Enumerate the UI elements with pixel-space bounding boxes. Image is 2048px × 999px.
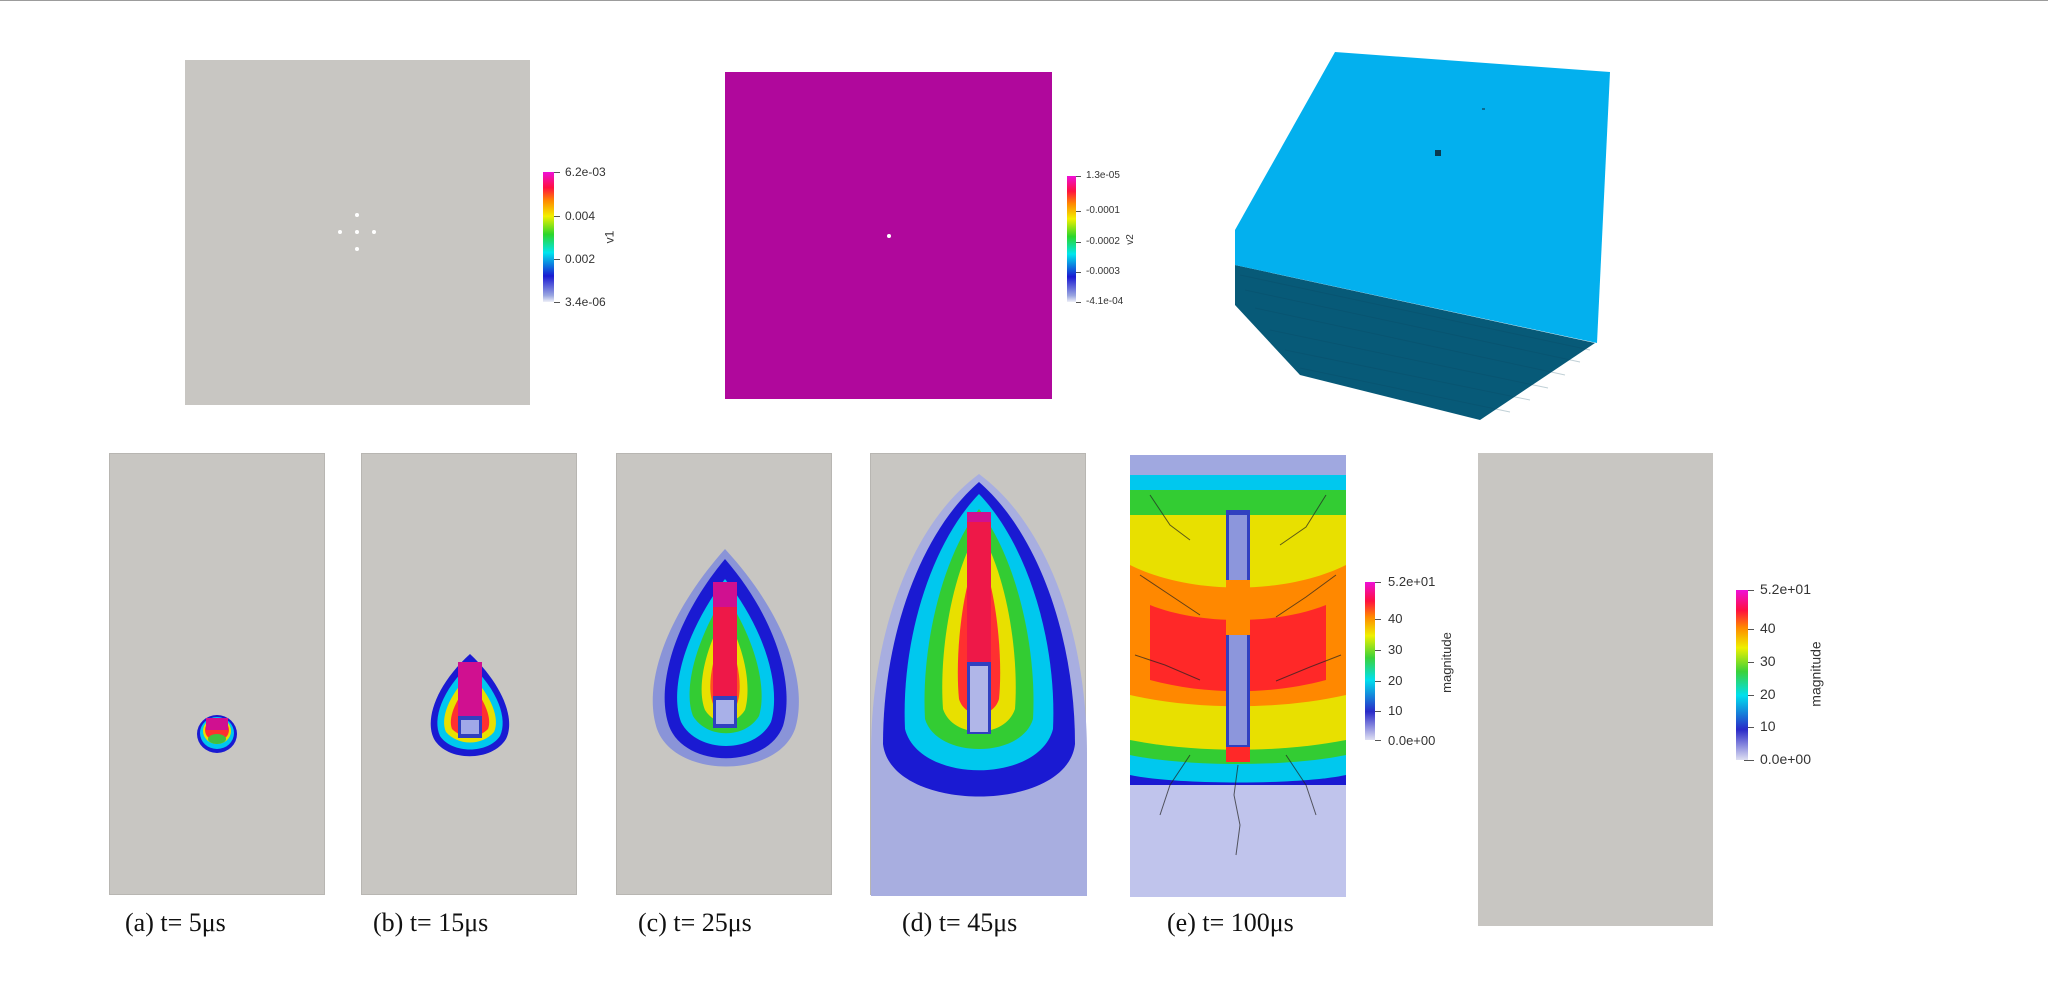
v2-colorbar-tick xyxy=(1076,272,1081,273)
caption-d: (d) t= 45μs xyxy=(902,908,1018,937)
side-magnitude-colorbar-tick xyxy=(1748,590,1754,591)
magnitude-colorbar-tick xyxy=(1375,740,1381,741)
caption-b: (b) t= 15μs xyxy=(373,908,489,937)
magnitude-colorbar-min-label: 0.0e+00 xyxy=(1388,733,1436,748)
v1-colorbar-tick xyxy=(554,216,560,217)
v1-colorbar-tick xyxy=(554,259,560,260)
crack-point-bottom xyxy=(355,247,359,251)
side-magnitude-colorbar-max-label: 5.2e+01 xyxy=(1760,581,1811,597)
magnitude-colorbar-tick-label: 40 xyxy=(1388,611,1403,626)
magnitude-colorbar-tick xyxy=(1375,650,1381,651)
side-magnitude-colorbar-tick-label: 30 xyxy=(1760,653,1776,669)
v1-colorbar-tick-label: 0.004 xyxy=(565,209,596,223)
side-magnitude-colorbar-tick xyxy=(1748,727,1754,728)
v2-colorbar-tick xyxy=(1076,211,1081,212)
magnitude-colorbar-tick xyxy=(1375,582,1381,583)
side-magnitude-colorbar-tick xyxy=(1748,629,1754,630)
magnitude-colorbar-tick xyxy=(1375,619,1381,620)
damage-field-b xyxy=(430,654,510,757)
magnitude-colorbar xyxy=(1365,582,1375,740)
crack-point-right xyxy=(372,230,376,234)
v2-colorbar-tick xyxy=(1076,302,1081,303)
crack-point-center xyxy=(355,230,359,234)
v2-colorbar-tick xyxy=(1076,176,1081,177)
cube-marker xyxy=(1482,108,1485,110)
v1-field-panel xyxy=(185,60,530,405)
caption-e: (e) t= 100μs xyxy=(1167,908,1294,937)
side-blank-panel xyxy=(1478,453,1713,926)
caption-a: (a) t= 5μs xyxy=(125,908,226,937)
v1-colorbar-min-label: 3.4e-06 xyxy=(565,295,606,309)
side-magnitude-colorbar-tick-label: 40 xyxy=(1760,620,1776,636)
v2-colorbar xyxy=(1067,176,1076,302)
damage-field-e xyxy=(1130,455,1346,897)
damage-field-a xyxy=(197,715,237,753)
crack-point-center xyxy=(887,234,891,238)
side-magnitude-colorbar-tick xyxy=(1748,695,1754,696)
cube-side-hatching xyxy=(1239,274,1591,413)
v1-colorbar-title: v1 xyxy=(602,230,617,244)
crack-point-left xyxy=(338,230,342,234)
v1-colorbar xyxy=(543,172,554,302)
cube-top-face xyxy=(1235,52,1610,343)
magnitude-colorbar-max-label: 5.2e+01 xyxy=(1388,574,1436,589)
side-magnitude-colorbar-title: magnitude xyxy=(1807,641,1824,707)
snapshot-panel-d xyxy=(870,453,1087,896)
magnitude-colorbar-tick xyxy=(1375,681,1381,682)
v2-colorbar-tick xyxy=(1076,242,1081,243)
magnitude-colorbar-tick-label: 10 xyxy=(1388,703,1403,718)
crack-point-top xyxy=(355,213,359,217)
v2-colorbar-tick-label: -0.0001 xyxy=(1086,205,1120,216)
v2-colorbar-title: v2 xyxy=(1124,234,1136,245)
cube-side-face xyxy=(1235,265,1595,420)
cube-3d-view xyxy=(1235,52,1610,420)
side-magnitude-colorbar-tick xyxy=(1748,662,1754,663)
snapshot-panel-a xyxy=(109,453,325,895)
v1-colorbar-tick-label: 0.002 xyxy=(565,252,596,266)
snapshot-panel-c xyxy=(616,453,832,895)
v2-colorbar-max-label: 1.3e-05 xyxy=(1086,170,1120,181)
side-magnitude-colorbar-min-label: 0.0e+00 xyxy=(1760,751,1811,767)
damage-field-c xyxy=(652,549,799,767)
damage-field-d xyxy=(871,474,1087,896)
magnitude-colorbar-tick-label: 20 xyxy=(1388,673,1403,688)
cube-marker xyxy=(1435,150,1441,156)
side-magnitude-colorbar-tick-label: 10 xyxy=(1760,718,1776,734)
magnitude-colorbar-tick-label: 30 xyxy=(1388,642,1403,657)
v1-colorbar-tick xyxy=(554,302,560,303)
v2-colorbar-min-label: -4.1e-04 xyxy=(1086,296,1124,307)
v1-colorbar-max-label: 6.2e-03 xyxy=(565,165,606,179)
v2-colorbar-tick-label: -0.0002 xyxy=(1086,236,1120,247)
side-magnitude-colorbar-tick xyxy=(1744,760,1754,761)
top-border-line xyxy=(0,0,2048,1)
snapshot-panel-b xyxy=(361,453,577,895)
magnitude-colorbar-tick xyxy=(1375,711,1381,712)
v2-colorbar-tick-label: -0.0003 xyxy=(1086,266,1120,277)
caption-c: (c) t= 25μs xyxy=(638,908,752,937)
side-magnitude-colorbar xyxy=(1736,590,1748,760)
v1-colorbar-tick xyxy=(554,172,560,173)
side-magnitude-colorbar-tick-label: 20 xyxy=(1760,686,1776,702)
magnitude-colorbar-title: magnitude xyxy=(1438,632,1454,693)
v2-field-panel xyxy=(725,72,1052,399)
snapshot-panel-e xyxy=(1130,455,1346,897)
